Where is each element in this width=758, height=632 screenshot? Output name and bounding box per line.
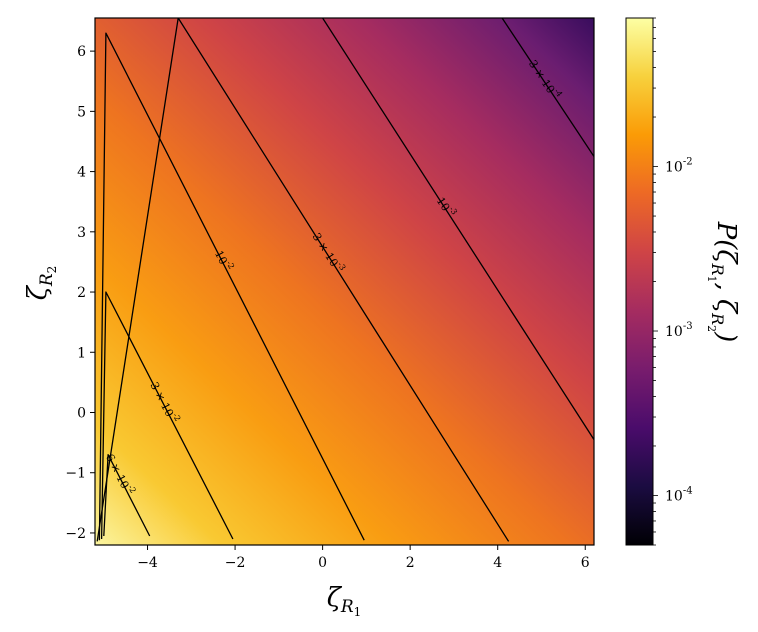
x-axis: −4 −2 0 2 4 6	[137, 545, 590, 571]
x-axis-label: ζR1	[327, 583, 362, 619]
colorbar-tick-label: 10-2	[665, 157, 693, 176]
y-tick-label: 6	[77, 44, 86, 60]
contour-lines	[96, 18, 594, 542]
colorbar-tick-label: 10-4	[665, 485, 693, 504]
y-tick-label: −2	[65, 526, 86, 542]
y-tick-label: 0	[77, 405, 86, 421]
x-tick-label: 6	[581, 555, 590, 571]
contour-line	[501, 18, 594, 157]
x-tick-label: 0	[318, 555, 327, 571]
y-tick-label: −1	[65, 466, 86, 482]
colorbar-fill	[625, 17, 654, 546]
plot-frame	[94, 17, 595, 546]
contour-label: 10-3	[434, 193, 459, 220]
contour-line	[100, 291, 234, 540]
colorbar-tick-label: 10-3	[665, 321, 693, 340]
x-tick-label: 2	[406, 555, 415, 571]
x-tick-label: 4	[493, 555, 502, 571]
y-axis-label: ζR2	[23, 266, 59, 301]
y-tick-label: 4	[77, 165, 86, 181]
contour-line	[322, 18, 594, 440]
contour-line	[98, 32, 365, 541]
contour-line	[103, 454, 151, 537]
x-tick-label: −4	[137, 555, 158, 571]
colorbar-label: P(ζR1, ζR2)	[705, 221, 741, 343]
y-tick-label: 3	[77, 225, 86, 241]
contour-line	[96, 18, 510, 542]
contour-label: 10-2	[212, 247, 236, 274]
x-tick-label: −2	[225, 555, 246, 571]
y-tick-label: 5	[77, 104, 86, 120]
colorbar-ticks: 10-4 10-3 10-2	[653, 17, 693, 546]
y-tick-label: 1	[77, 345, 86, 361]
y-tick-label: 2	[77, 285, 86, 301]
y-axis: −2 −1 0 1 2 3 4 5 6	[65, 44, 95, 542]
colorbar: 10-4 10-3 10-2 P(ζR1, ζR2)	[625, 17, 741, 546]
plot-area: 6 × 10-23 × 10-210-2 3 × 10-310-33 × 10-4	[94, 17, 595, 546]
